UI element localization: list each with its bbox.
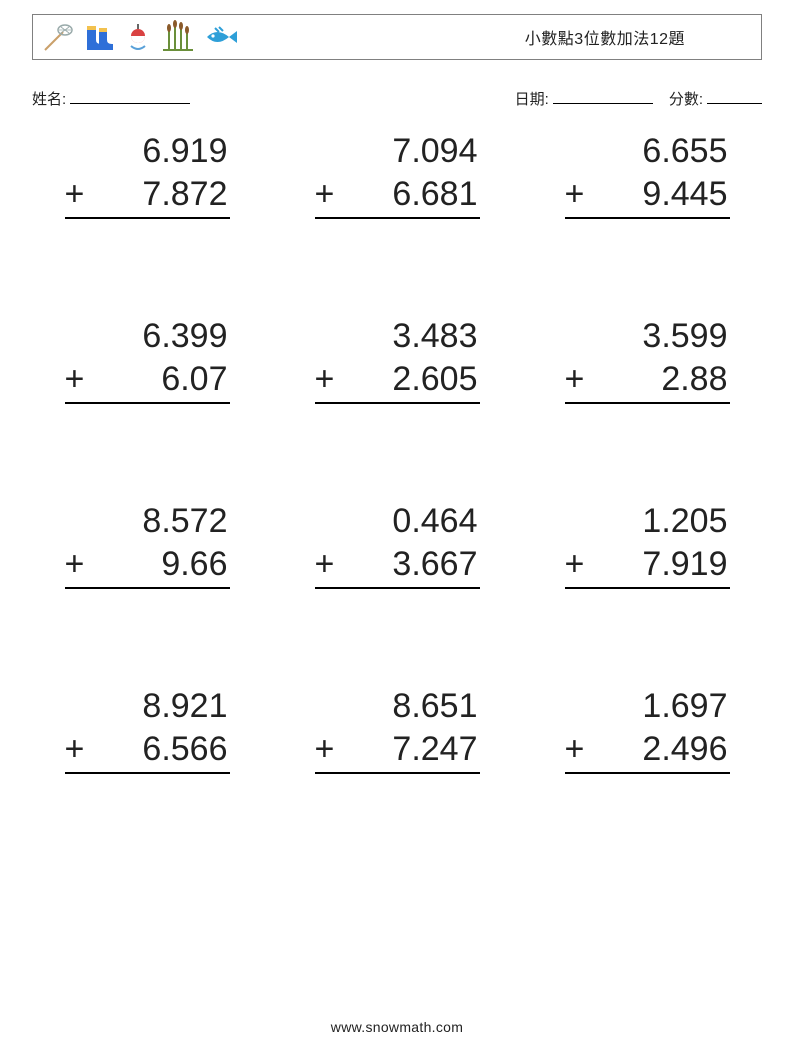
problem: 1.697+2.496 [565,685,730,774]
operand-a: 8.921 [65,685,230,728]
operand-row: +7.872 [65,173,230,220]
operand-row: +9.445 [565,173,730,220]
operand-row: +3.667 [315,543,480,590]
operand-row: +2.88 [565,358,730,405]
operand-a: 3.483 [315,315,480,358]
operand-b: 2.496 [591,728,730,771]
problem: 8.572+9.66 [65,500,230,589]
operator: + [565,358,591,401]
problem: 8.651+7.247 [315,685,480,774]
operator: + [65,728,91,771]
operator: + [315,173,341,216]
problem: 8.921+6.566 [65,685,230,774]
operand-b: 7.872 [91,173,230,216]
problem: 6.655+9.445 [565,130,730,219]
problem: 6.399+6.07 [65,315,230,404]
operand-a: 1.205 [565,500,730,543]
operand-row: +2.496 [565,728,730,775]
boots-icon [81,20,115,54]
date-label: 日期: [515,88,549,109]
operand-row: +7.919 [565,543,730,590]
date-field: 日期: [515,88,669,109]
operand-row: +6.566 [65,728,230,775]
operator: + [65,543,91,586]
operand-row: +2.605 [315,358,480,405]
problem: 0.464+3.667 [315,500,480,589]
problem: 3.599+2.88 [565,315,730,404]
operand-a: 6.655 [565,130,730,173]
problem: 1.205+7.919 [565,500,730,589]
header-icons [41,20,241,54]
operand-b: 2.605 [341,358,480,401]
header-box: 小數點3位數加法12題 [32,14,762,60]
operand-a: 0.464 [315,500,480,543]
name-field: 姓名: [32,88,190,109]
operator: + [565,543,591,586]
operator: + [315,728,341,771]
operator: + [565,173,591,216]
operand-b: 6.566 [91,728,230,771]
operand-b: 6.681 [341,173,480,216]
name-label: 姓名: [32,88,66,109]
problem: 3.483+2.605 [315,315,480,404]
operand-a: 1.697 [565,685,730,728]
operand-b: 6.07 [91,358,230,401]
operand-b: 2.88 [591,358,730,401]
operand-b: 7.919 [591,543,730,586]
net-icon [41,20,75,54]
operand-b: 7.247 [341,728,480,771]
operand-row: +7.247 [315,728,480,775]
operand-b: 9.445 [591,173,730,216]
operand-a: 3.599 [565,315,730,358]
operand-a: 6.919 [65,130,230,173]
score-blank[interactable] [707,89,762,104]
date-blank[interactable] [553,89,653,104]
problem: 7.094+6.681 [315,130,480,219]
operator: + [315,543,341,586]
operator: + [65,358,91,401]
footer-url: www.snowmath.com [0,1019,794,1035]
operand-a: 8.572 [65,500,230,543]
worksheet-title: 小數點3位數加法12題 [525,25,745,49]
operator: + [315,358,341,401]
operand-row: +6.07 [65,358,230,405]
meta-row: 姓名: 日期: 分數: [32,88,762,109]
operand-b: 9.66 [91,543,230,586]
problems-grid: 6.919+7.8727.094+6.6816.655+9.4456.399+6… [52,130,742,774]
operand-row: +9.66 [65,543,230,590]
bobber-icon [121,20,155,54]
operand-a: 7.094 [315,130,480,173]
reeds-icon [161,20,195,54]
operand-b: 3.667 [341,543,480,586]
operand-row: +6.681 [315,173,480,220]
operand-a: 8.651 [315,685,480,728]
score-label: 分數: [669,88,703,109]
operator: + [65,173,91,216]
score-field: 分數: [669,88,762,109]
name-blank[interactable] [70,89,190,104]
worksheet-page: 小數點3位數加法12題 姓名: 日期: 分數: 6.919+7.8727.094… [0,0,794,1053]
operator: + [565,728,591,771]
problem: 6.919+7.872 [65,130,230,219]
fish-icon [201,20,241,54]
operand-a: 6.399 [65,315,230,358]
